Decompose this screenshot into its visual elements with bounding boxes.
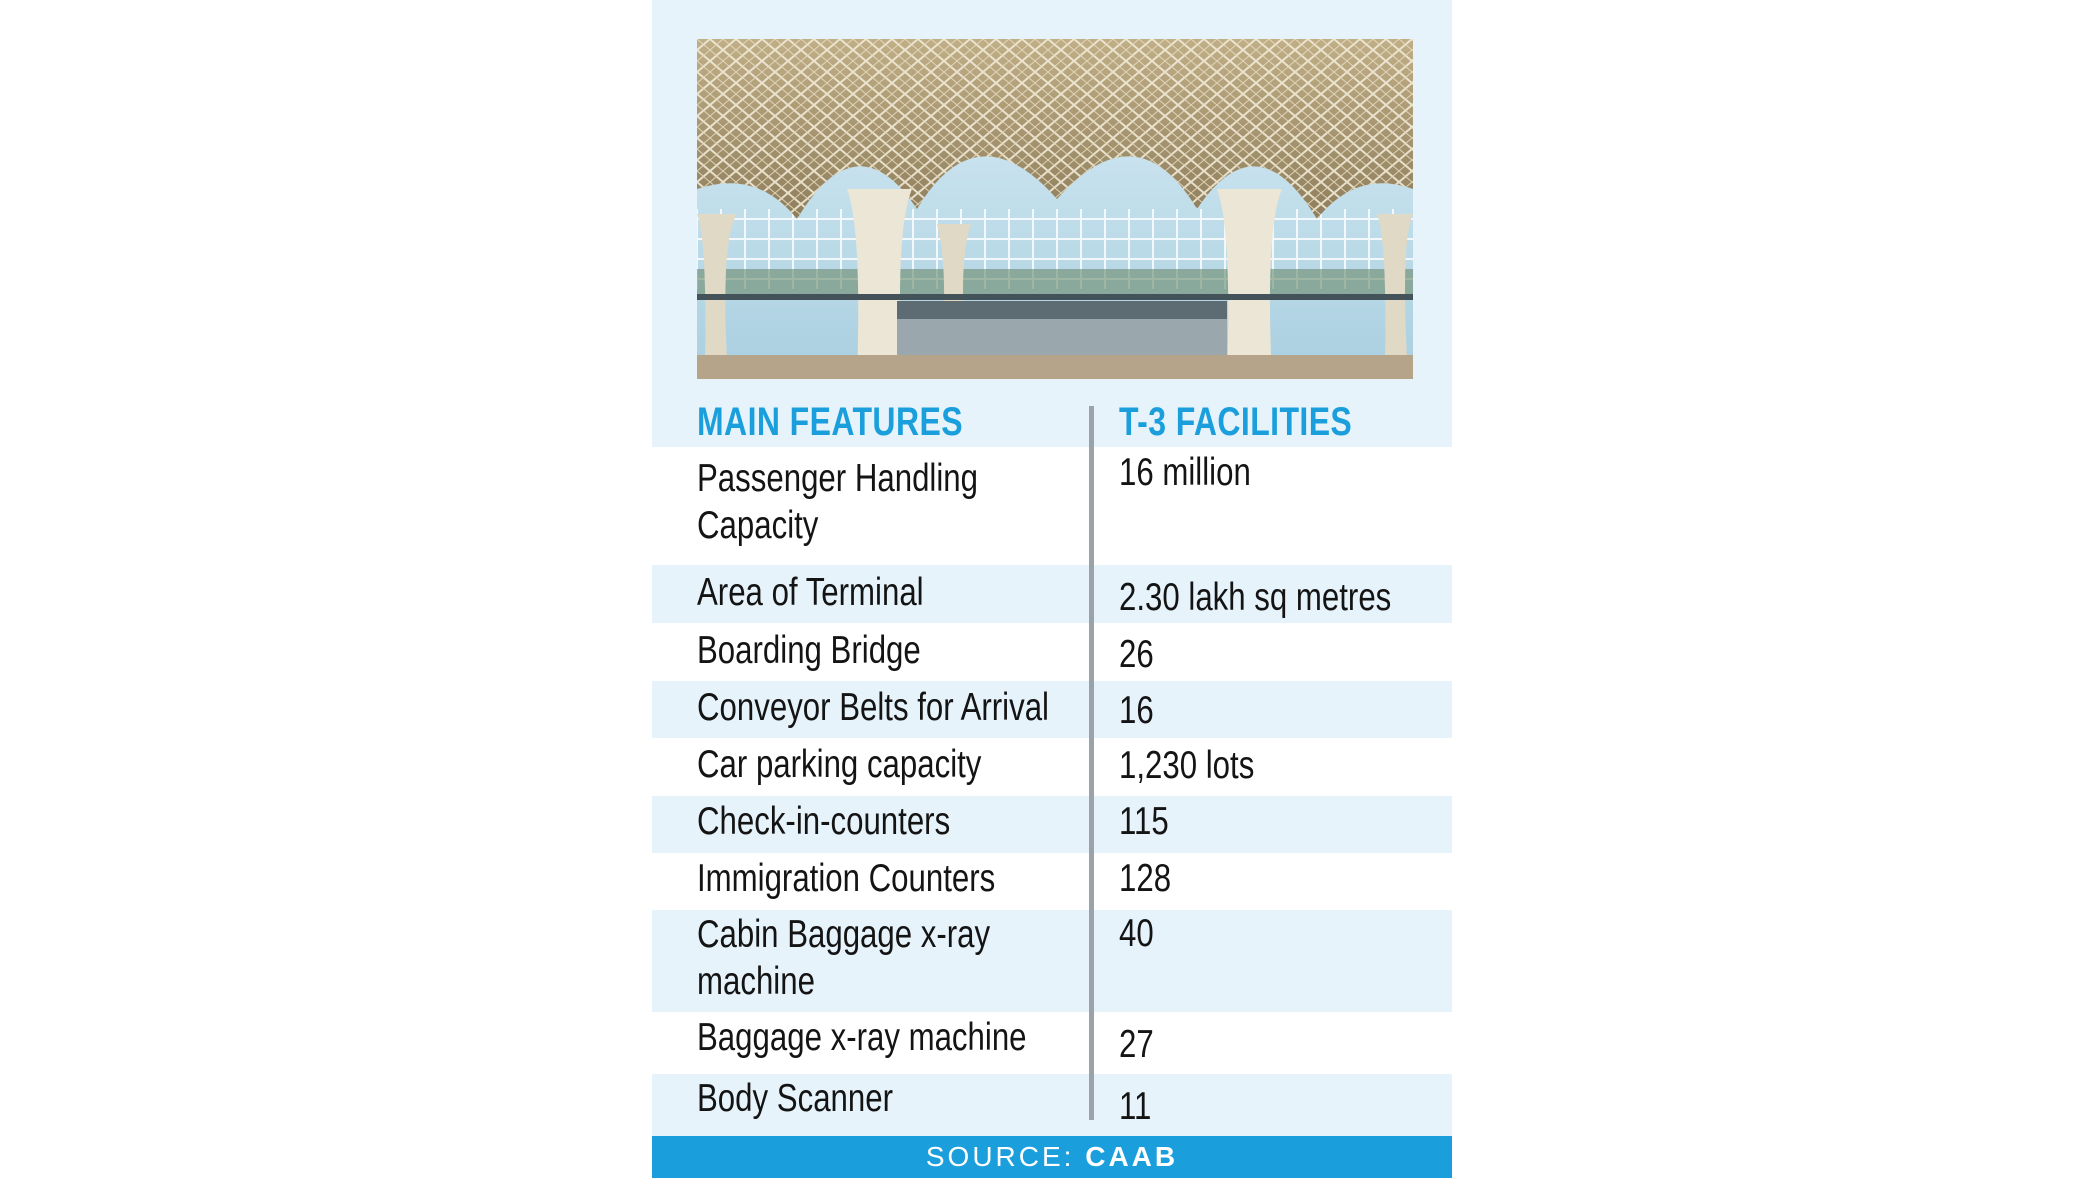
table-row-body-scanner: Body Scanner 11 — [652, 1074, 1452, 1136]
main-features-heading: MAIN FEATURES — [697, 400, 963, 444]
facility-value: 16 million — [1119, 451, 1251, 494]
facility-value: 1,230 lots — [1119, 744, 1255, 787]
infographic-card: MAIN FEATURES T-3 FACILITIES Passenger H… — [652, 0, 1452, 1178]
facility-value: 128 — [1119, 857, 1172, 900]
table-row-boarding-bridge: Boarding Bridge 26 — [652, 623, 1452, 681]
feature-label: Boarding Bridge — [697, 629, 921, 672]
feature-label: Passenger Handling — [697, 457, 978, 500]
feature-label: Cabin Baggage x-ray — [697, 913, 991, 956]
facility-value: 26 — [1119, 633, 1154, 676]
feature-label: Area of Terminal — [697, 571, 924, 614]
facility-value: 115 — [1119, 800, 1169, 843]
t3-facilities-heading: T-3 FACILITIES — [1119, 400, 1353, 444]
feature-label-line2: machine — [697, 960, 815, 1003]
photo-panel — [652, 0, 1452, 447]
table-row-check-in-counters: Check-in-counters 115 — [652, 796, 1452, 853]
table-row-car-parking: Car parking capacity 1,230 lots — [652, 738, 1452, 796]
terminal-photo — [697, 39, 1413, 379]
facility-value: 16 — [1119, 689, 1154, 732]
feature-label: Check-in-counters — [697, 800, 951, 843]
feature-label: Conveyor Belts for Arrival — [697, 686, 1049, 729]
table-row-terminal-area: Area of Terminal 2.30 lakh sq metres — [652, 565, 1452, 623]
facility-value: 2.30 lakh sq metres — [1119, 576, 1392, 619]
table-header: MAIN FEATURES T-3 FACILITIES — [652, 398, 1452, 447]
table-row-conveyor-belts: Conveyor Belts for Arrival 16 — [652, 681, 1452, 738]
facility-value: 40 — [1119, 912, 1154, 955]
feature-label: Baggage x-ray machine — [697, 1016, 1027, 1059]
column-divider — [1089, 406, 1094, 1120]
feature-label: Body Scanner — [697, 1077, 893, 1120]
table-row-baggage-xray: Baggage x-ray machine 27 — [652, 1012, 1452, 1074]
source-label: SOURCE: — [925, 1141, 1086, 1172]
table-row-immigration-counters: Immigration Counters 128 — [652, 853, 1452, 910]
feature-label-line2: Capacity — [697, 504, 819, 547]
feature-label: Car parking capacity — [697, 743, 982, 786]
table-row-passenger-capacity: Passenger Handling Capacity 16 million — [652, 447, 1452, 565]
facility-value: 11 — [1119, 1085, 1152, 1128]
table-row-cabin-baggage-xray: Cabin Baggage x-ray machine 40 — [652, 910, 1452, 1012]
facility-value: 27 — [1119, 1023, 1154, 1066]
source-footer: SOURCE: CAAB — [652, 1136, 1452, 1178]
feature-label: Immigration Counters — [697, 857, 996, 900]
source-value: CAAB — [1085, 1141, 1179, 1172]
